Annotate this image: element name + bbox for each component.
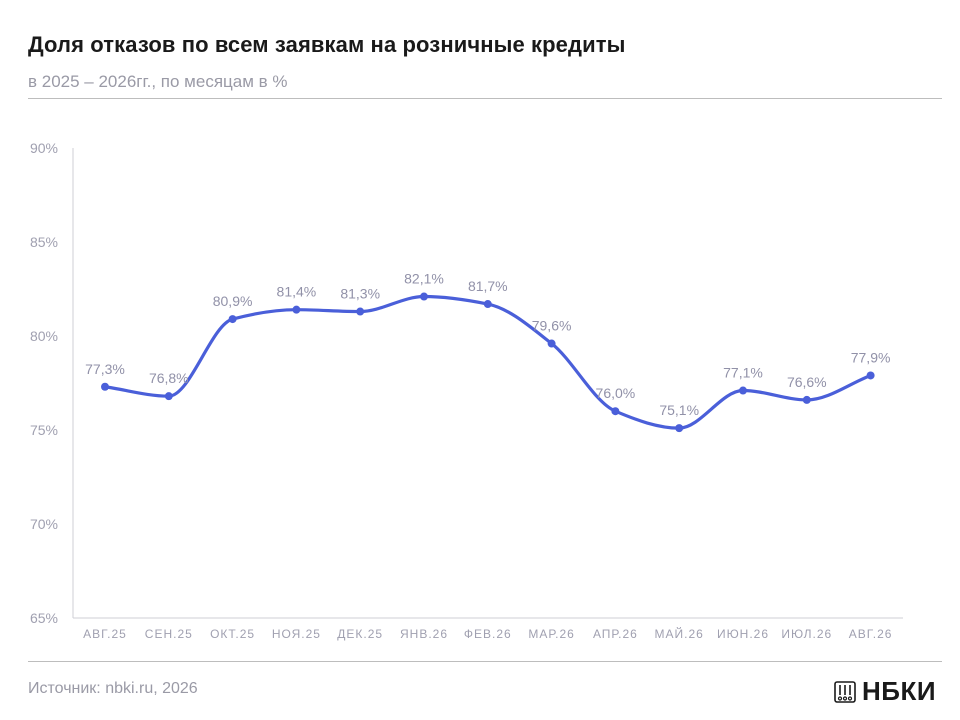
x-tick-label: ИЮЛ.26 — [781, 627, 832, 641]
x-tick-label: ИЮН.26 — [717, 627, 769, 641]
data-point — [420, 292, 428, 301]
x-tick-label: АВГ.25 — [83, 627, 127, 641]
logo-text: НБКИ — [862, 676, 937, 706]
data-point — [356, 307, 365, 316]
y-tick-label: 85% — [30, 234, 58, 250]
x-tick-label: МАЙ.26 — [655, 626, 704, 641]
data-point — [866, 371, 875, 380]
bank-icon — [834, 680, 856, 703]
data-point — [101, 382, 109, 391]
data-label: 81,7% — [468, 278, 508, 294]
data-label: 80,9% — [213, 293, 253, 309]
data-point — [547, 339, 556, 348]
data-label: 81,4% — [277, 284, 317, 300]
data-point — [228, 315, 237, 324]
line-chart: 65% 70% 75% 80% 85% 90% АВГ.25 СЕН.25 ОКТ.25 НОЯ.… — [30, 140, 903, 641]
x-tick-label: МАР.26 — [528, 627, 574, 641]
data-label: 76,0% — [596, 385, 636, 401]
data-label: 79,6% — [532, 318, 572, 334]
data-point — [164, 392, 173, 401]
top-divider — [28, 98, 942, 99]
data-point — [675, 424, 684, 433]
y-tick-label: 90% — [30, 140, 58, 156]
chart-title: Доля отказов по всем заявкам на розничны… — [28, 32, 626, 57]
y-tick-label: 70% — [30, 516, 58, 532]
data-point — [802, 395, 811, 404]
data-label: 82,1% — [404, 271, 444, 287]
x-tick-label: ЯНВ.26 — [400, 627, 448, 641]
y-tick-label: 65% — [30, 610, 58, 626]
data-label: 76,8% — [149, 370, 189, 386]
data-label: 81,3% — [340, 286, 380, 302]
data-point — [292, 305, 301, 314]
y-tick-label: 80% — [30, 328, 58, 344]
data-label: 76,6% — [787, 374, 827, 390]
source-note: Источник: nbki.ru, 2026 — [28, 680, 198, 697]
chart-subtitle: в 2025 – 2026гг., по месяцам в % — [28, 72, 288, 91]
data-label: 77,3% — [85, 361, 125, 377]
data-point — [611, 407, 620, 416]
bottom-divider — [28, 661, 942, 662]
data-label: 77,1% — [723, 365, 763, 381]
x-tick-label: ФЕВ.26 — [464, 627, 512, 641]
data-point — [739, 386, 747, 395]
data-label: 77,9% — [851, 349, 891, 365]
x-tick-label: АВГ.26 — [849, 627, 893, 641]
y-tick-label: 75% — [30, 422, 58, 438]
series-line — [103, 294, 873, 430]
data-label: 75,1% — [659, 402, 699, 418]
x-tick-label: ДЕК.25 — [337, 627, 383, 641]
x-tick-label: АПР.26 — [593, 627, 638, 641]
x-tick-label: СЕН.25 — [145, 627, 193, 641]
data-point — [483, 300, 492, 309]
x-tick-label: НОЯ.25 — [272, 627, 321, 641]
nbki-logo: НБКИ — [834, 676, 936, 707]
x-tick-label: ОКТ.25 — [210, 627, 255, 641]
